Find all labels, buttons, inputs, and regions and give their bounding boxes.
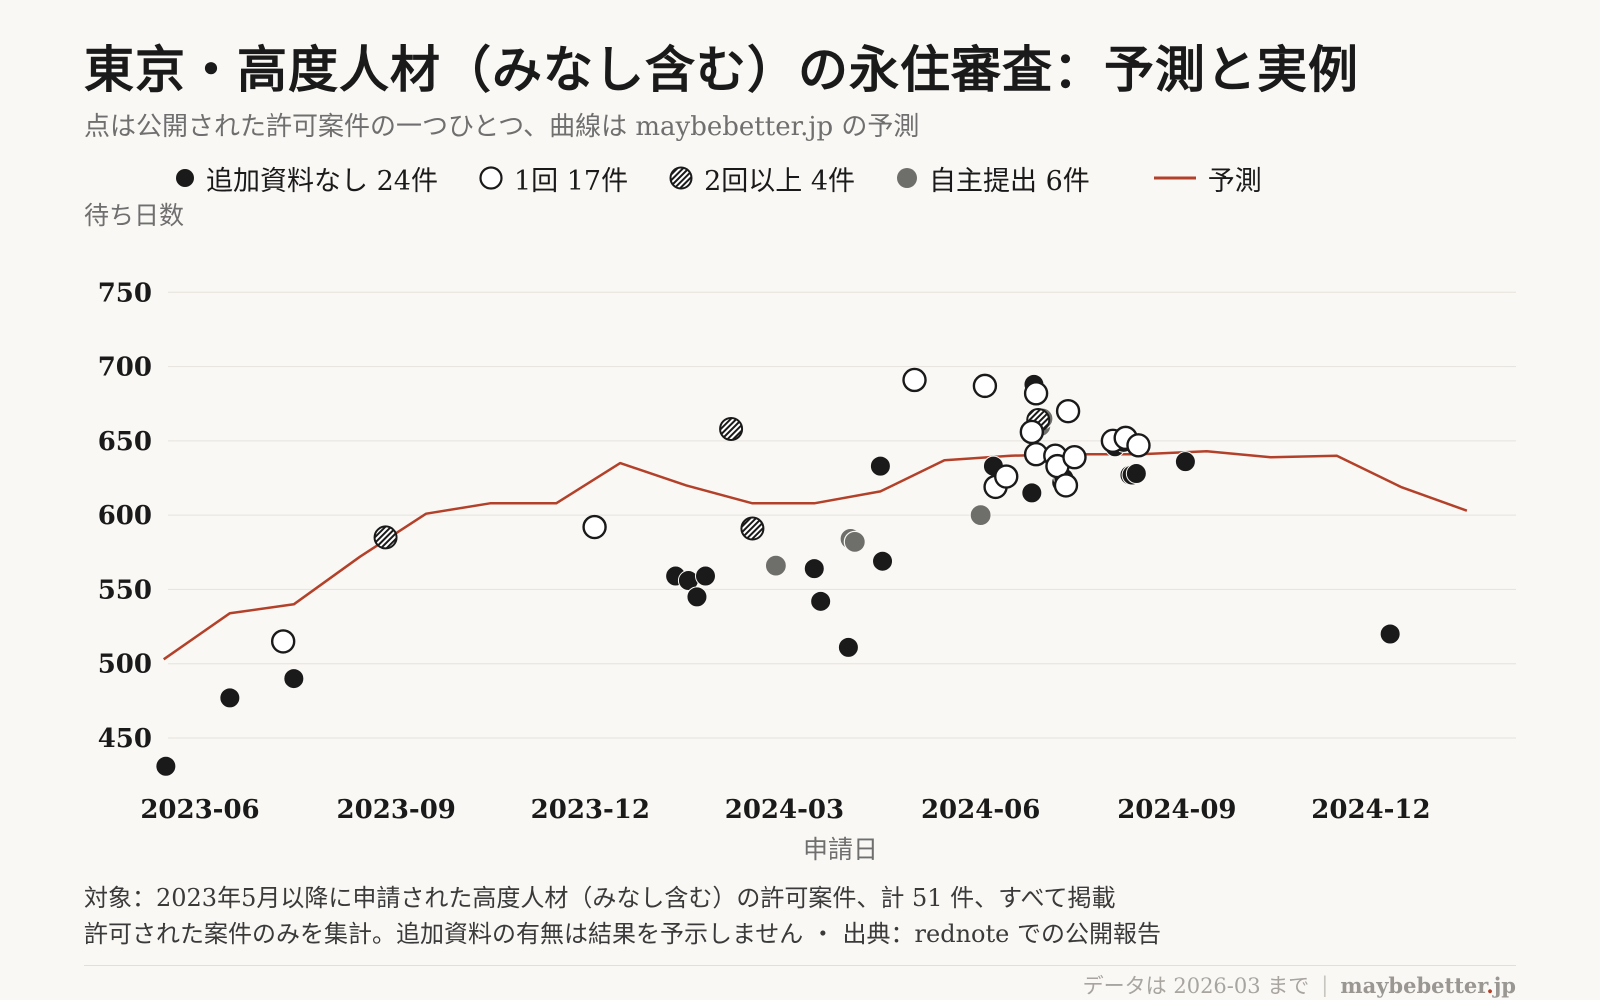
legend-label: 追加資料なし 24件: [206, 165, 438, 197]
data-point-filled: [810, 590, 832, 612]
x-tick-label: 2024-06: [921, 795, 1040, 825]
grid: [168, 291, 1516, 739]
x-tick-label: 2023-12: [531, 795, 650, 825]
data-point-open: [1023, 381, 1049, 406]
data-point-gray: [843, 530, 866, 553]
brand-link[interactable]: maybebetter.jp: [1340, 973, 1516, 998]
brand-tld: jp: [1493, 972, 1516, 998]
data-point-open: [902, 367, 927, 393]
x-tick-label: 2023-06: [140, 795, 259, 825]
data-point-open: [1126, 433, 1151, 458]
data-point-filled: [283, 668, 305, 690]
chart-subtitle: 点は公開された許可案件の一つひとつ、曲線は maybebetter.jp の予測: [84, 112, 920, 142]
x-axis-label: 申請日: [803, 835, 879, 864]
legend-label: 予測: [1207, 165, 1262, 197]
legend-label: 1回 17件: [513, 165, 629, 197]
y-tick-label: 500: [98, 650, 152, 680]
y-tick-label: 550: [98, 575, 152, 605]
data-point-open: [972, 373, 998, 399]
data-point-filled: [1021, 482, 1043, 504]
data-point-hatched: [719, 416, 744, 441]
chart-title: 東京・高度人材（みなし含む）の永住審査：予測と実例: [84, 40, 1359, 99]
data-point-open: [1055, 398, 1081, 424]
brand-main: maybebetter: [1340, 972, 1487, 998]
data-point-open: [1019, 419, 1045, 445]
legend: 追加資料なし 24件 1回 17件 2回以上 4件 自主提出 6件 予測: [174, 158, 1302, 198]
y-axis-ticks: 450 500 550 600 650 700 750: [98, 278, 152, 754]
legend-item-hatched: 2回以上 4件: [668, 159, 855, 198]
data-point-open: [1062, 445, 1087, 470]
data-point-gray: [969, 504, 992, 527]
data-point-filled: [1125, 463, 1147, 485]
filled-dot-icon: [176, 169, 194, 187]
data-point-filled: [1379, 623, 1401, 645]
data-point-filled: [686, 586, 708, 608]
data-point-filled: [837, 636, 859, 658]
y-tick-label: 450: [98, 724, 152, 754]
data-point-filled: [869, 455, 891, 477]
forecast-line-icon: [1153, 176, 1196, 180]
footer: データは 2026-03 まで | maybebetter.jp: [1083, 970, 1516, 1000]
x-tick-label: 2023-09: [337, 795, 456, 825]
y-tick-label: 700: [98, 353, 152, 383]
legend-item-filled: 追加資料なし 24件: [174, 159, 438, 198]
data-point-filled: [219, 687, 241, 709]
y-axis-label: 待ち日数: [84, 201, 185, 230]
legend-item-forecast: 予測: [1152, 159, 1262, 198]
legend-label: 自主提出 6件: [929, 165, 1090, 197]
data-point-filled: [155, 755, 177, 777]
footer-divider: [84, 965, 1516, 966]
data-point-gray: [764, 554, 787, 577]
hatched-dot-icon: [669, 166, 693, 190]
data-point-open: [270, 629, 296, 654]
data-date-note: データは 2026-03 まで: [1082, 974, 1310, 998]
data-point-filled: [694, 565, 716, 587]
x-axis-ticks: 2023-06 2023-09 2023-12 2024-03 2024-06 2024-…: [140, 795, 1430, 825]
footer-separator: |: [1321, 973, 1329, 997]
legend-item-gray: 自主提出 6件: [895, 159, 1090, 198]
data-point-filled: [803, 558, 825, 580]
y-tick-label: 750: [98, 278, 152, 308]
scope-note: 対象：2023年5月以降に申請された高度人材（みなし含む）の許可案件、計 51 …: [84, 884, 1116, 912]
data-point-hatched: [740, 516, 765, 541]
legend-label: 2回以上 4件: [704, 165, 856, 197]
data-point-hatched: [373, 525, 398, 550]
y-tick-label: 650: [98, 427, 152, 457]
open-dot-icon: [479, 166, 503, 190]
source-note: 許可された案件のみを集計。追加資料の有無は結果を予示しません ・ 出典：redn…: [84, 920, 1161, 948]
data-point-filled: [872, 550, 894, 572]
data-point-open: [994, 464, 1019, 489]
legend-item-open: 1回 17件: [478, 159, 628, 198]
y-tick-label: 600: [98, 501, 152, 531]
data-point-open: [1053, 473, 1079, 498]
data-point-filled: [1174, 451, 1196, 473]
x-tick-label: 2024-12: [1311, 795, 1430, 825]
data-point-open: [582, 514, 607, 540]
brand-dot: .: [1486, 972, 1494, 998]
forecast-line: [162, 450, 1468, 661]
x-tick-label: 2024-03: [725, 795, 844, 825]
forecast-series: [162, 450, 1468, 661]
x-tick-label: 2024-09: [1117, 795, 1236, 825]
data-points: [155, 367, 1401, 777]
gray-dot-icon: [897, 168, 918, 188]
